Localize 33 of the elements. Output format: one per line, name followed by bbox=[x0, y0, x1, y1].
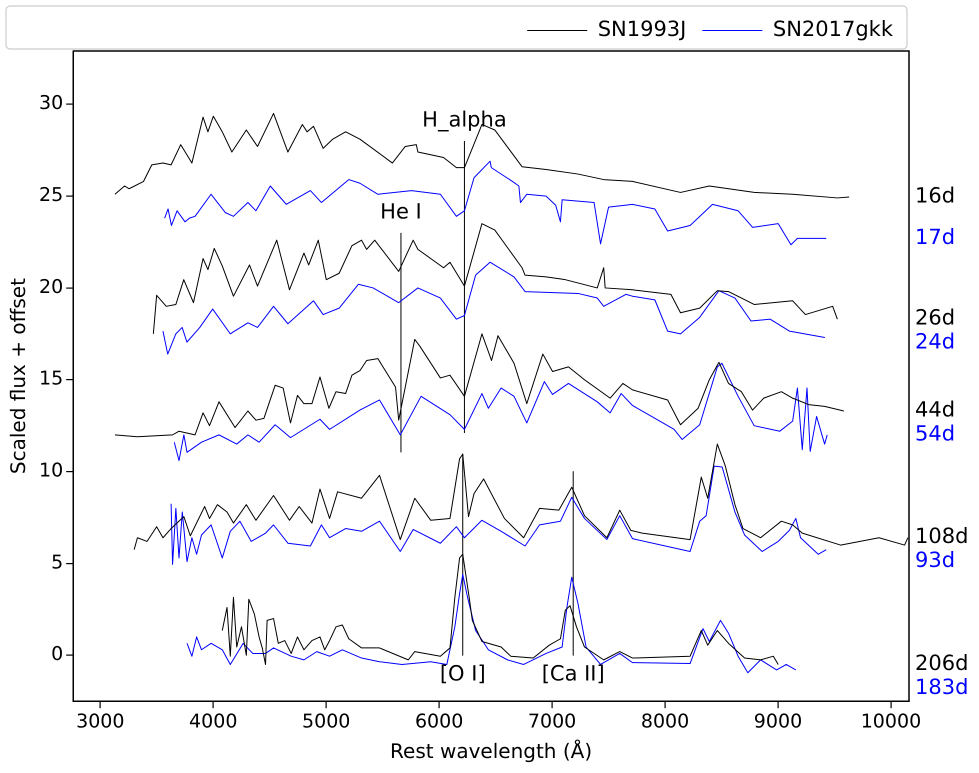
y-tick-label: 5 bbox=[51, 551, 64, 574]
text: 17d bbox=[915, 224, 956, 249]
legend-label: SN1993J bbox=[598, 16, 686, 41]
text: 108d bbox=[915, 524, 968, 548]
x-tick-label: 3000 bbox=[76, 710, 124, 733]
x-tick-label: 5000 bbox=[302, 710, 350, 733]
x-tick-label: 7000 bbox=[528, 710, 576, 733]
text: 93d bbox=[915, 548, 956, 572]
annotation: [Ca II] bbox=[542, 662, 605, 686]
annotation: [O I] bbox=[440, 662, 486, 686]
text: 183d bbox=[915, 674, 968, 699]
x-tick-label: 6000 bbox=[414, 710, 464, 733]
text: 54d bbox=[915, 421, 956, 446]
text: 24d bbox=[915, 330, 956, 354]
y-axis-title: Scaled flux + offset bbox=[6, 278, 30, 474]
y-tick-label: 25 bbox=[38, 184, 64, 206]
x-tick-label: 10000 bbox=[860, 710, 922, 733]
y-tick-label: 10 bbox=[38, 460, 64, 482]
x-tick-label: 9000 bbox=[754, 710, 802, 733]
legend-label: SN2017gkk bbox=[772, 16, 894, 41]
text: 26d bbox=[915, 306, 956, 330]
annotation: H_alpha bbox=[422, 107, 507, 132]
text: 44d bbox=[915, 397, 956, 422]
y-tick-label: 30 bbox=[38, 92, 64, 114]
x-tick-label: 8000 bbox=[640, 710, 690, 733]
y-tick-label: 20 bbox=[38, 276, 64, 298]
y-tick-label: 0 bbox=[51, 643, 64, 666]
annotation: He I bbox=[380, 199, 422, 224]
text: 16d bbox=[915, 183, 956, 208]
text: 206d bbox=[915, 650, 968, 675]
x-tick-label: 4000 bbox=[189, 710, 238, 733]
y-tick-label: 15 bbox=[38, 368, 64, 390]
x-axis-title: Rest wavelength (Å) bbox=[390, 739, 592, 764]
